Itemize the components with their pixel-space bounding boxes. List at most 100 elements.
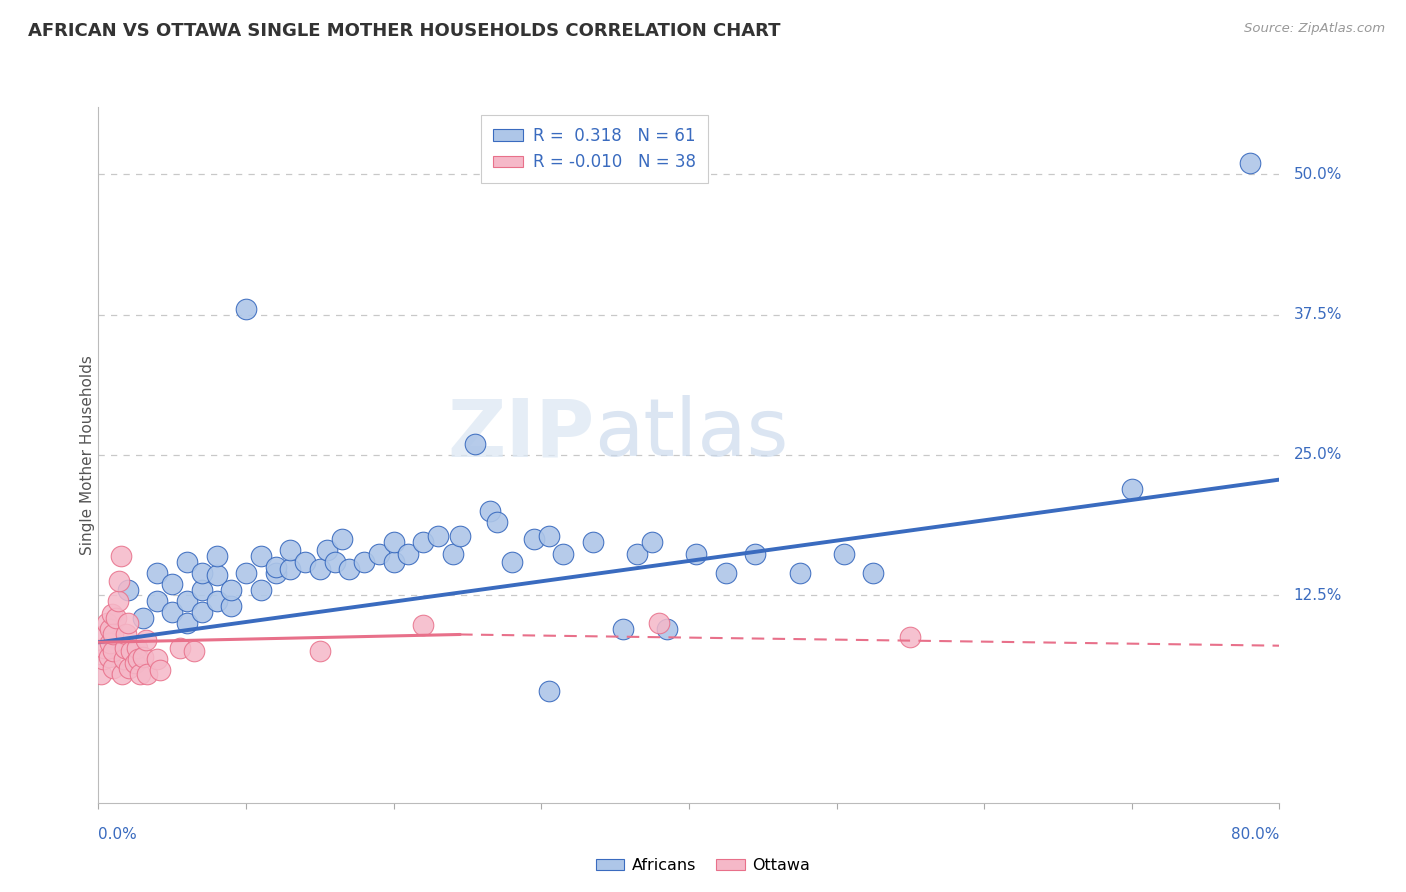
Point: [685, 547, 707, 561]
Point: [107, 594, 129, 608]
Point: [205, 594, 228, 608]
Point: [353, 555, 375, 569]
Point: [441, 547, 464, 561]
Point: [146, 566, 169, 580]
Point: [162, 605, 183, 619]
Point: [146, 594, 169, 608]
Point: [789, 566, 811, 580]
Point: [110, 549, 132, 563]
Point: [191, 566, 214, 580]
Point: [862, 566, 884, 580]
Point: [396, 547, 419, 561]
Point: [250, 549, 273, 563]
Text: 25.0%: 25.0%: [1294, 448, 1341, 462]
Point: [264, 566, 287, 580]
Point: [714, 566, 737, 580]
Text: 12.5%: 12.5%: [1294, 588, 1341, 603]
Point: [744, 547, 766, 561]
Point: [176, 616, 198, 631]
Point: [176, 555, 198, 569]
Point: [412, 618, 434, 632]
Point: [136, 666, 159, 681]
Point: [111, 666, 134, 681]
Point: [523, 532, 546, 546]
Point: [90, 666, 112, 681]
Point: [464, 436, 486, 450]
Point: [112, 652, 135, 666]
Point: [368, 547, 391, 561]
Point: [191, 582, 214, 597]
Point: [382, 555, 405, 569]
Text: AFRICAN VS OTTAWA SINGLE MOTHER HOUSEHOLDS CORRELATION CHART: AFRICAN VS OTTAWA SINGLE MOTHER HOUSEHOL…: [28, 22, 780, 40]
Point: [98, 636, 121, 650]
Legend: R =  0.318   N = 61, R = -0.010   N = 38: R = 0.318 N = 61, R = -0.010 N = 38: [481, 115, 707, 183]
Point: [162, 577, 183, 591]
Point: [94, 627, 117, 641]
Point: [832, 547, 855, 561]
Point: [501, 555, 523, 569]
Point: [1239, 156, 1261, 170]
Point: [183, 644, 205, 658]
Point: [146, 652, 169, 666]
Point: [235, 566, 257, 580]
Point: [149, 664, 172, 678]
Point: [264, 560, 287, 574]
Y-axis label: Single Mother Households: Single Mother Households: [80, 355, 94, 555]
Point: [382, 535, 405, 549]
Point: [309, 644, 332, 658]
Point: [93, 640, 115, 655]
Point: [626, 547, 648, 561]
Point: [278, 562, 302, 576]
Point: [105, 610, 128, 624]
Point: [537, 683, 560, 698]
Point: [103, 627, 125, 641]
Point: [118, 661, 141, 675]
Text: 0.0%: 0.0%: [98, 827, 138, 841]
Point: [205, 549, 228, 563]
Point: [582, 535, 605, 549]
Point: [132, 610, 155, 624]
Point: [553, 547, 575, 561]
Point: [98, 622, 121, 636]
Point: [108, 574, 131, 588]
Text: atlas: atlas: [595, 395, 789, 473]
Point: [135, 633, 157, 648]
Point: [316, 543, 339, 558]
Text: Source: ZipAtlas.com: Source: ZipAtlas.com: [1244, 22, 1385, 36]
Text: ZIP: ZIP: [447, 395, 595, 473]
Point: [96, 616, 118, 631]
Point: [132, 649, 155, 664]
Point: [641, 535, 664, 549]
Text: 37.5%: 37.5%: [1294, 307, 1343, 322]
Point: [176, 594, 198, 608]
Point: [205, 568, 228, 582]
Point: [655, 622, 678, 636]
Point: [120, 644, 142, 658]
Point: [97, 649, 120, 664]
Point: [900, 630, 922, 644]
Point: [250, 582, 273, 597]
Point: [114, 640, 136, 655]
Point: [235, 301, 257, 316]
Point: [124, 656, 146, 670]
Point: [100, 607, 122, 622]
Point: [117, 582, 139, 597]
Text: 50.0%: 50.0%: [1294, 167, 1341, 182]
Point: [294, 555, 316, 569]
Point: [91, 652, 114, 666]
Point: [330, 532, 353, 546]
Point: [309, 562, 332, 576]
Point: [115, 627, 138, 641]
Point: [1121, 482, 1143, 496]
Point: [478, 504, 501, 518]
Point: [412, 535, 434, 549]
Point: [486, 515, 509, 529]
Point: [537, 529, 560, 543]
Point: [612, 622, 634, 636]
Point: [278, 543, 302, 558]
Point: [127, 652, 149, 666]
Point: [125, 640, 148, 655]
Point: [337, 562, 360, 576]
Point: [219, 582, 242, 597]
Point: [323, 555, 346, 569]
